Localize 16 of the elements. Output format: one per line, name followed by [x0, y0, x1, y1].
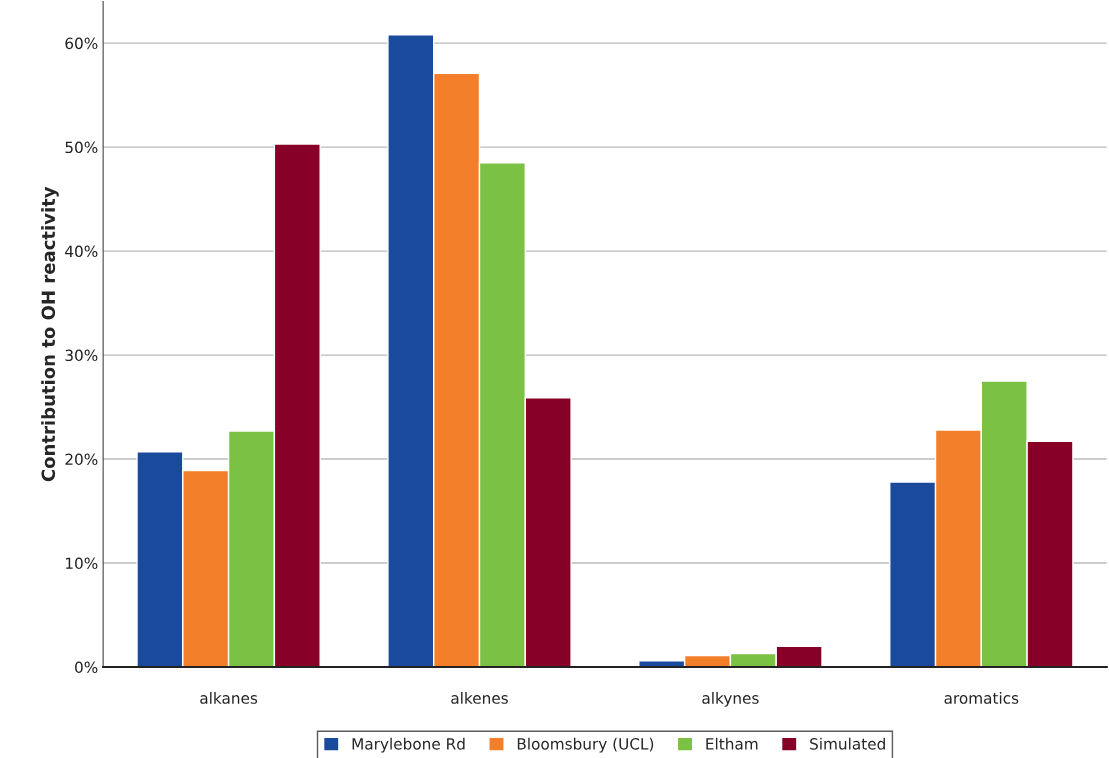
legend-label: Marylebone Rd — [352, 737, 465, 753]
y-tick-label: 30% — [65, 349, 98, 362]
x-tick-label: alkanes — [200, 692, 258, 704]
y-tick-label: 20% — [65, 453, 98, 466]
y-tick-label: 50% — [65, 141, 98, 154]
y-tick-label: 60% — [65, 37, 98, 50]
legend-label: Eltham — [706, 737, 758, 750]
y-tick-label: 10% — [66, 557, 98, 570]
y-tick-label: 40% — [65, 245, 98, 258]
legend-label: Simulated — [810, 737, 885, 750]
y-axis-title: Contribution to OH reactivity — [41, 186, 59, 482]
legend-label: Bloomsbury (UCL) — [517, 737, 654, 753]
x-tick-label: alkenes — [451, 692, 508, 704]
y-tick-label: 0% — [75, 661, 98, 674]
x-tick-label: aromatics — [944, 692, 1019, 704]
x-tick-label: alkynes — [702, 692, 759, 707]
